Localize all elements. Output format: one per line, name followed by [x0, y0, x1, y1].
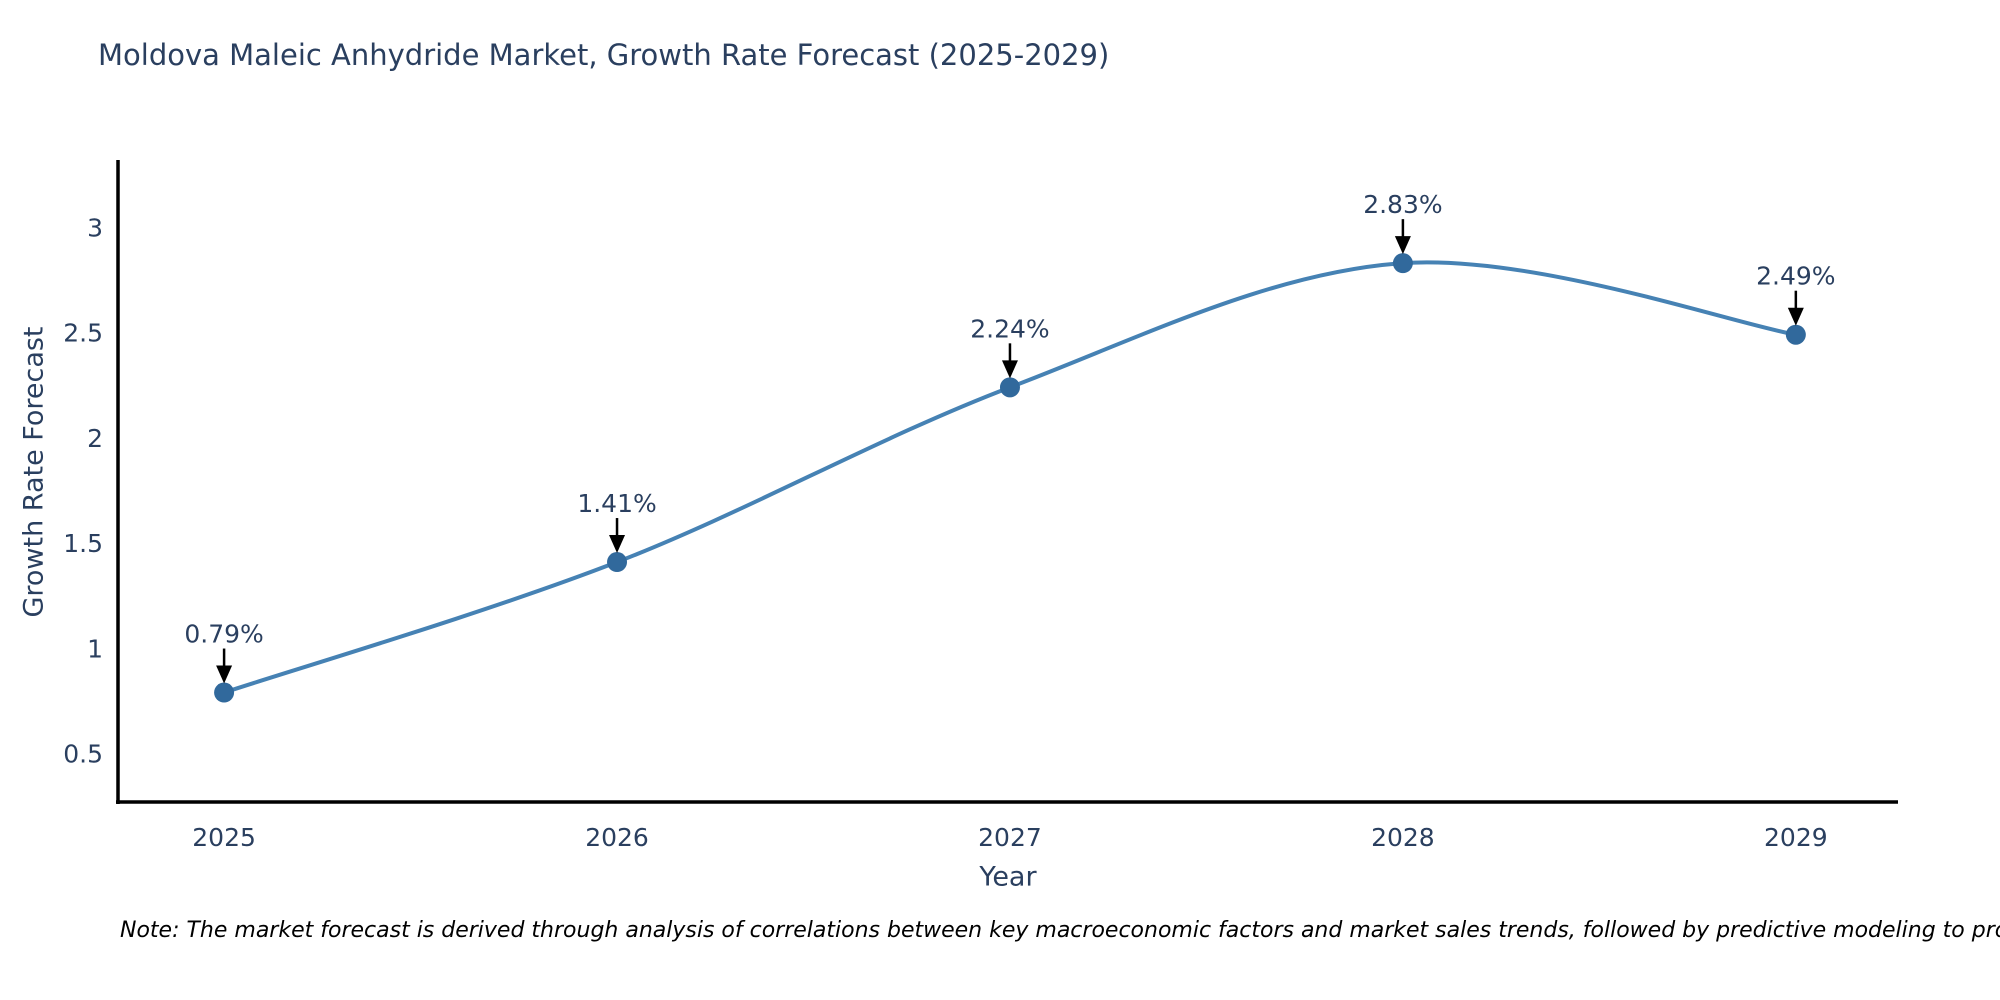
annotation-arrowhead	[216, 665, 233, 684]
y-tick-label: 1	[87, 634, 103, 663]
annotation-arrowhead	[1787, 307, 1804, 326]
y-tick-label: 0.5	[63, 740, 103, 769]
annotation-arrowhead	[609, 535, 626, 554]
data-point-marker	[1392, 253, 1413, 274]
data-point-marker	[999, 377, 1020, 398]
y-tick-label: 3	[87, 213, 103, 242]
x-tick-label: 2026	[585, 823, 649, 852]
y-tick-label: 2.5	[63, 319, 103, 348]
annotation-arrowhead	[1001, 360, 1018, 379]
x-tick-label: 2028	[1371, 823, 1435, 852]
footnote: Note: The market forecast is derived thr…	[120, 918, 2000, 943]
data-point-marker	[607, 552, 628, 573]
data-point-marker	[214, 682, 235, 703]
annotation-label: 2.49%	[1756, 262, 1835, 291]
annotation-label: 0.79%	[184, 620, 263, 649]
x-axis-title: Year	[979, 861, 1037, 893]
annotation-label: 2.24%	[970, 314, 1049, 343]
data-point-marker	[1785, 324, 1806, 345]
y-tick-label: 1.5	[63, 529, 103, 558]
annotation-label: 1.41%	[577, 489, 656, 518]
x-tick-label: 2027	[978, 823, 1042, 852]
annotation-arrowhead	[1394, 236, 1411, 255]
x-tick-label: 2025	[192, 823, 256, 852]
annotation-label: 2.83%	[1363, 190, 1442, 219]
x-tick-label: 2029	[1764, 823, 1828, 852]
y-tick-label: 2	[87, 424, 103, 453]
chart-title: Moldova Maleic Anhydride Market, Growth …	[98, 38, 1110, 72]
